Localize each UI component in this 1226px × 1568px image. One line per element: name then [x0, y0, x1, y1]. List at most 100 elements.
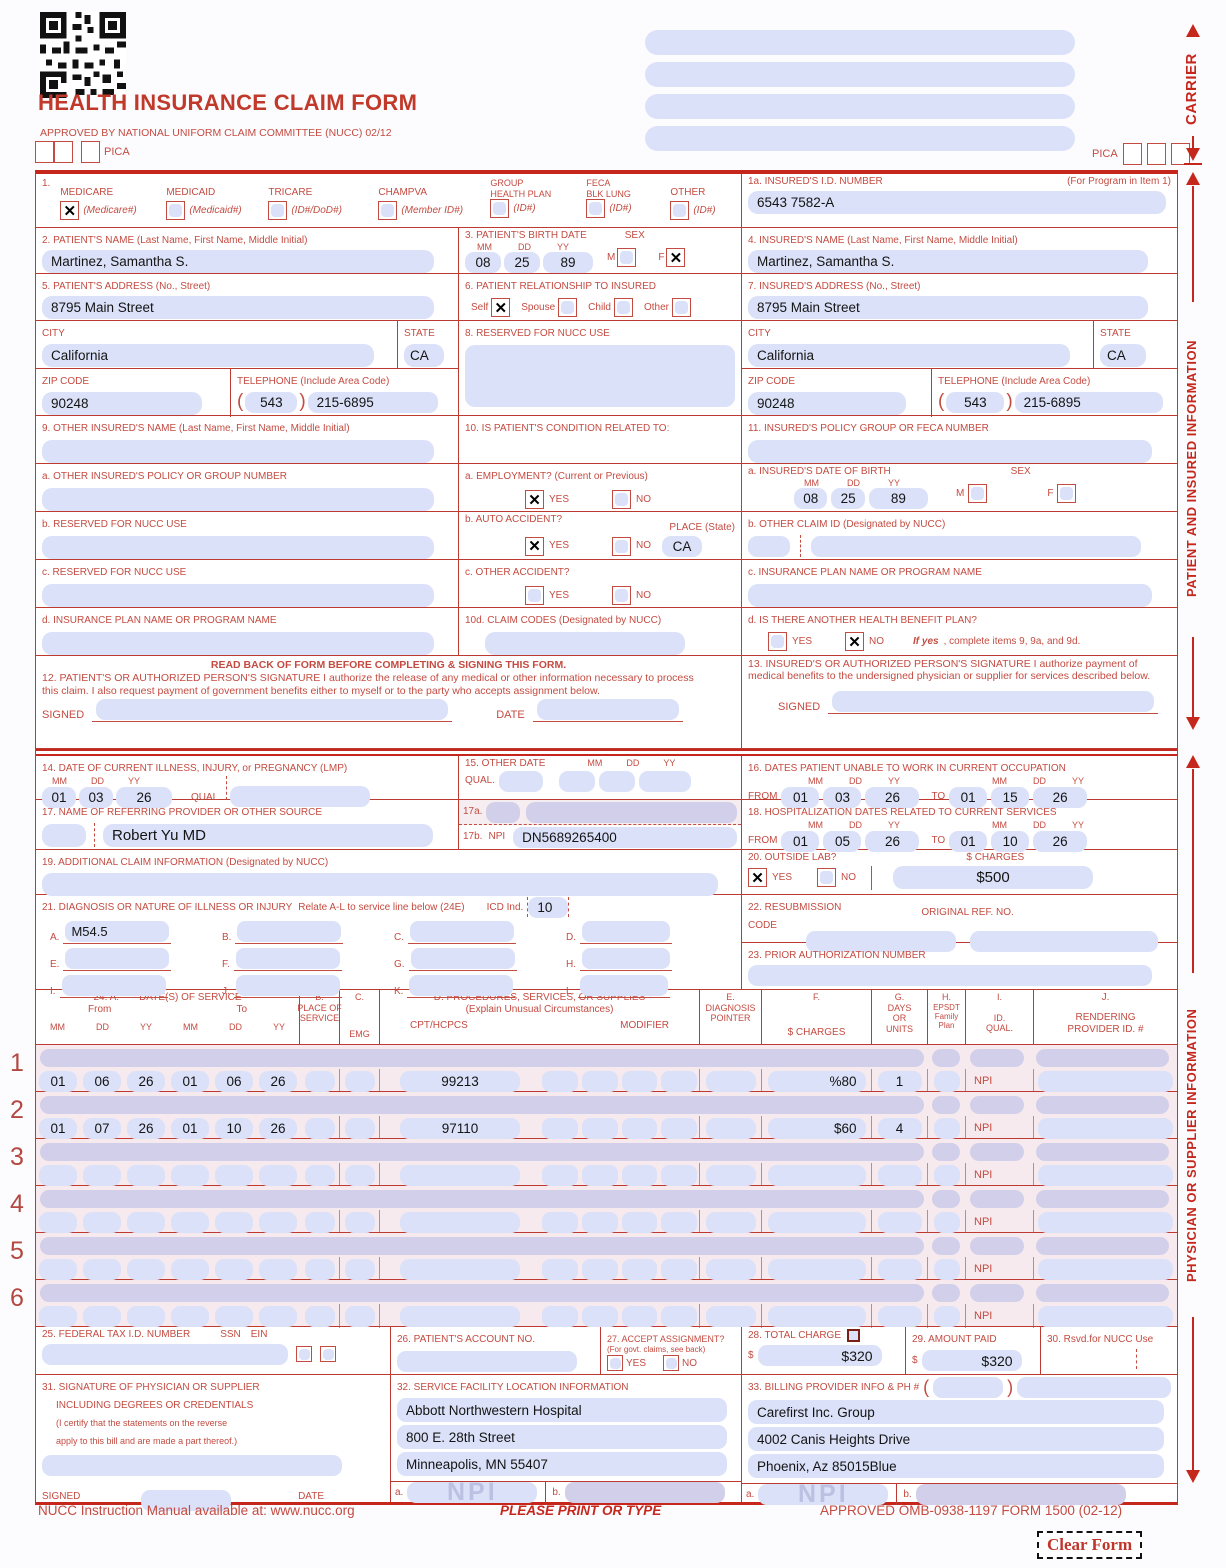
- policy-group-field[interactable]: [748, 440, 1152, 463]
- svc-charges-field[interactable]: [767, 1211, 866, 1233]
- patient-area-code-field[interactable]: 543: [245, 391, 298, 413]
- champva-checkbox[interactable]: [378, 201, 398, 220]
- supplemental-field[interactable]: [40, 1237, 924, 1255]
- svc-emg-field[interactable]: [344, 1305, 375, 1327]
- diagnosis-b-field[interactable]: [237, 921, 342, 942]
- other-insured-name-field[interactable]: [42, 440, 434, 463]
- svc-from-dd-field[interactable]: 06: [83, 1070, 121, 1092]
- svc-pos-field[interactable]: [304, 1117, 335, 1139]
- another-plan-no-checkbox[interactable]: ✕: [845, 632, 865, 651]
- birth-yy-field[interactable]: 89: [543, 252, 593, 274]
- insurance-plan-name-field[interactable]: [748, 584, 1152, 607]
- accident-place-field[interactable]: CA: [662, 535, 703, 557]
- carrier-address-field[interactable]: [645, 30, 1075, 55]
- illness-dd-field[interactable]: 03: [79, 786, 113, 808]
- billing-npi-field[interactable]: NPI: [758, 1480, 889, 1508]
- supplemental-field[interactable]: [40, 1049, 924, 1067]
- referring-npi-field[interactable]: DN5689265400: [513, 826, 737, 848]
- federal-tax-id-field[interactable]: [42, 1343, 288, 1365]
- svc-charges-field[interactable]: $60: [767, 1117, 866, 1139]
- svc-modifier-field[interactable]: [621, 1117, 658, 1139]
- auto-accident-no-checkbox[interactable]: [612, 536, 632, 556]
- billing-area-code-field[interactable]: [933, 1377, 1004, 1398]
- box17a-id-field[interactable]: [526, 801, 737, 823]
- other-accident-no-checkbox[interactable]: [612, 586, 632, 605]
- facility-name-field[interactable]: Abbott Northwestern Hospital: [397, 1398, 727, 1422]
- svc-emg-field[interactable]: [344, 1258, 375, 1280]
- insured-id-field[interactable]: 6543 7582-A: [748, 190, 1166, 214]
- svc-rendering-npi-field[interactable]: [1038, 1117, 1173, 1139]
- patient-signature-field[interactable]: [96, 699, 449, 721]
- total-charge-field[interactable]: $320: [757, 1345, 882, 1366]
- work-to-yy-field[interactable]: 26: [1033, 786, 1088, 808]
- resubmission-code-field[interactable]: [806, 931, 956, 952]
- svc-modifier-field[interactable]: [581, 1164, 618, 1186]
- svc-emg-field[interactable]: [344, 1211, 375, 1233]
- birth-mm-field[interactable]: 08: [465, 252, 501, 274]
- svc-modifier-field[interactable]: [581, 1258, 618, 1280]
- svc-modifier-field[interactable]: [542, 1305, 578, 1327]
- birth-dd-field[interactable]: 25: [504, 252, 540, 274]
- diagnosis-f-field[interactable]: [235, 948, 340, 969]
- svc-units-field[interactable]: 1: [877, 1070, 922, 1092]
- svc-to-mm-field[interactable]: [171, 1164, 209, 1186]
- pica-box[interactable]: [1122, 143, 1142, 165]
- svc-pos-field[interactable]: [304, 1211, 335, 1233]
- sex-male-checkbox[interactable]: [617, 248, 637, 268]
- svc-charges-field[interactable]: %80: [767, 1070, 866, 1092]
- insured-phone-field[interactable]: 215-6895: [1014, 391, 1163, 413]
- facility-city-field[interactable]: Minneapolis, MN 55407: [397, 1452, 727, 1476]
- svc-emg-field[interactable]: [344, 1117, 375, 1139]
- svc-modifier-field[interactable]: [661, 1211, 697, 1233]
- prior-auth-field[interactable]: [748, 965, 1152, 986]
- relationship-child-checkbox[interactable]: [613, 298, 633, 317]
- supplemental-h-field[interactable]: [932, 1284, 960, 1302]
- svc-from-yy-field[interactable]: [127, 1258, 165, 1280]
- reserved-nucc-field[interactable]: [465, 345, 735, 407]
- pica-box[interactable]: [81, 141, 100, 163]
- svc-cpt-field[interactable]: [400, 1164, 520, 1186]
- svc-modifier-field[interactable]: [581, 1070, 618, 1092]
- supplemental-field[interactable]: [40, 1190, 924, 1208]
- plan-program-name-field[interactable]: [42, 632, 434, 655]
- svc-modifier-field[interactable]: [661, 1070, 697, 1092]
- other-claim-qual-field[interactable]: [748, 535, 790, 557]
- svc-units-field[interactable]: [877, 1164, 922, 1186]
- insured-state-field[interactable]: CA: [1100, 344, 1146, 367]
- supplemental-qual-field[interactable]: [970, 1190, 1024, 1208]
- other-date-dd-field[interactable]: [599, 770, 636, 792]
- svc-modifier-field[interactable]: [621, 1211, 658, 1233]
- svc-from-mm-field[interactable]: [39, 1164, 77, 1186]
- billing-phone-field[interactable]: [1017, 1377, 1171, 1398]
- ein-checkbox[interactable]: [320, 1346, 336, 1363]
- referring-provider-field[interactable]: Robert Yu MD: [103, 823, 433, 847]
- original-ref-field[interactable]: [970, 931, 1158, 952]
- group-health-checkbox[interactable]: [490, 199, 510, 219]
- outside-lab-charges-field[interactable]: $500: [893, 866, 1094, 890]
- feca-checkbox[interactable]: [586, 199, 606, 219]
- svc-modifier-field[interactable]: [542, 1211, 578, 1233]
- facility-npi-field[interactable]: NPI: [407, 1478, 538, 1506]
- medicare-checkbox[interactable]: ✕: [60, 201, 80, 220]
- svc-charges-field[interactable]: [767, 1164, 866, 1186]
- svc-rendering-npi-field[interactable]: [1038, 1305, 1173, 1327]
- supplemental-provider-field[interactable]: [1036, 1143, 1169, 1161]
- insured-area-code-field[interactable]: 543: [946, 391, 1005, 413]
- insured-dob-dd-field[interactable]: 25: [831, 488, 865, 510]
- svc-modifier-field[interactable]: [621, 1070, 658, 1092]
- work-to-mm-field[interactable]: 01: [949, 786, 988, 808]
- supplemental-field[interactable]: [40, 1096, 924, 1114]
- svc-modifier-field[interactable]: [542, 1117, 578, 1139]
- patient-address-field[interactable]: 8795 Main Street: [42, 296, 434, 319]
- svc-emg-field[interactable]: [344, 1070, 375, 1092]
- tricare-checkbox[interactable]: [268, 201, 288, 220]
- svc-diag-pointer-field[interactable]: [705, 1211, 756, 1233]
- svc-to-mm-field[interactable]: 01: [171, 1117, 209, 1139]
- svc-diag-pointer-field[interactable]: [705, 1117, 756, 1139]
- diagnosis-e-field[interactable]: [65, 948, 170, 969]
- patient-city-field[interactable]: California: [42, 344, 374, 367]
- billing-city-field[interactable]: Phoenix, Az 85015Blue: [748, 1454, 1164, 1478]
- supplemental-h-field[interactable]: [932, 1143, 960, 1161]
- svc-epsdt-field[interactable]: [933, 1164, 960, 1186]
- svc-diag-pointer-field[interactable]: [705, 1305, 756, 1327]
